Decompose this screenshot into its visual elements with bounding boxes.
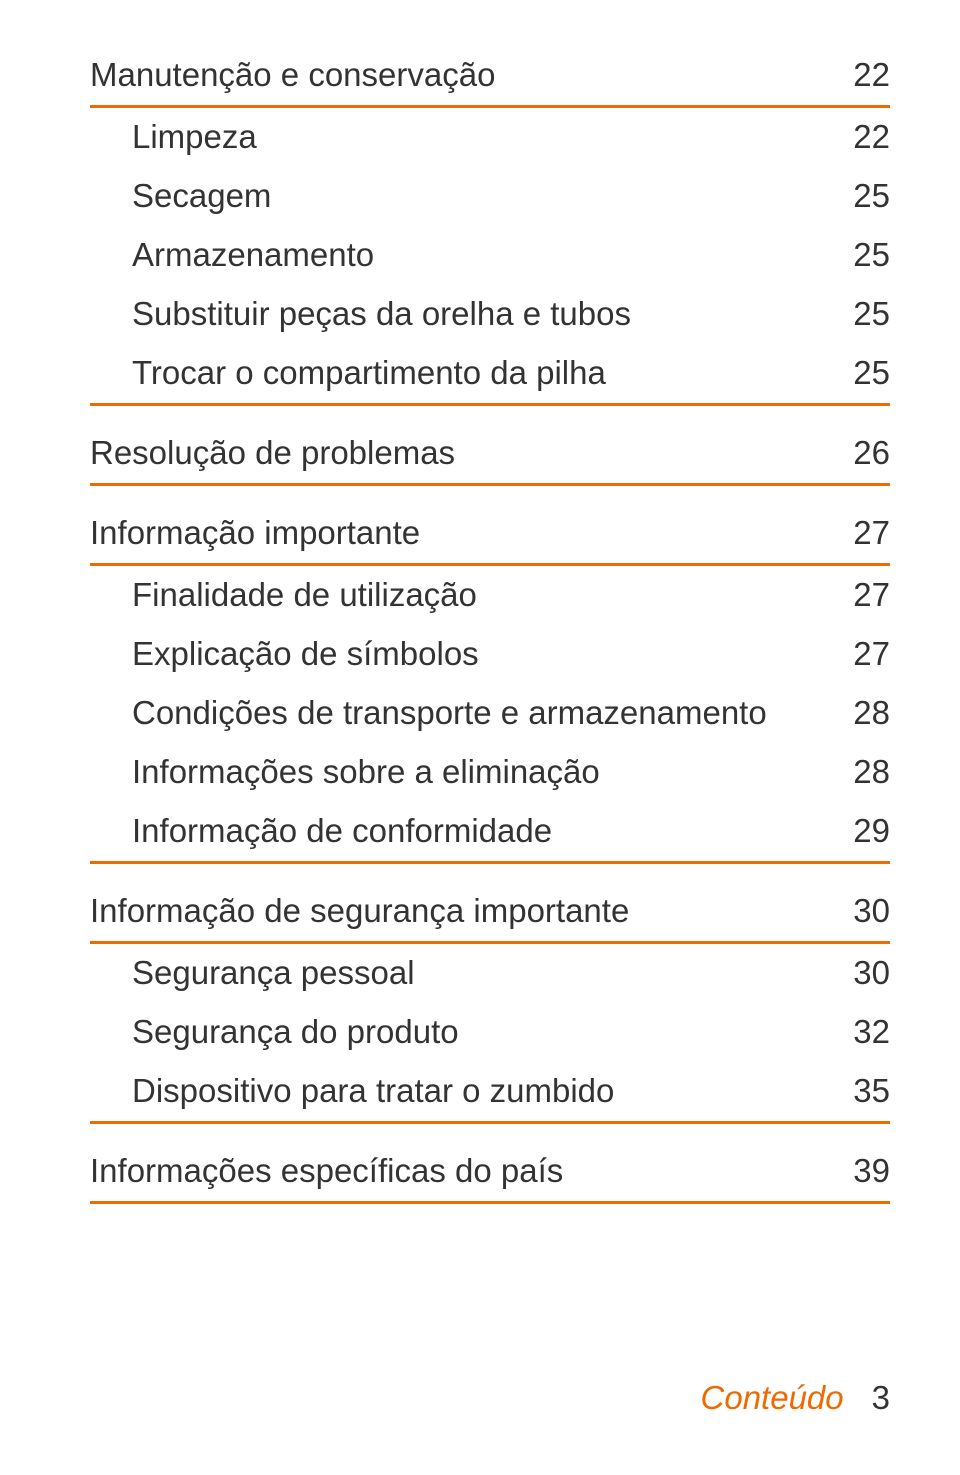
toc-section-head: Informação de segurança importante 30	[90, 882, 890, 944]
toc-sub-label: Armazenamento	[132, 238, 830, 271]
toc-section-head: Informação importante 27	[90, 504, 890, 566]
toc-sub-label: Informação de conformidade	[132, 814, 830, 847]
toc-sub-page: 35	[830, 1074, 890, 1107]
toc-sub-row: Informações sobre a eliminação 28	[90, 743, 890, 802]
toc-page: Manutenção e conservação 22 Limpeza 22 S…	[0, 0, 960, 1475]
toc-sub-row: Condições de transporte e armazenamento …	[90, 684, 890, 743]
toc-section-page: 30	[830, 894, 890, 927]
toc-section-page: 22	[830, 58, 890, 91]
toc-sub-page: 32	[830, 1015, 890, 1048]
toc-section-title: Informação importante	[90, 516, 830, 549]
toc-sub-row: Informação de conformidade 29	[90, 802, 890, 864]
toc-sub-label: Dispositivo para tratar o zumbido	[132, 1074, 830, 1107]
toc-sub-label: Segurança pessoal	[132, 956, 830, 989]
toc-sub-row: Segurança pessoal 30	[90, 944, 890, 1003]
toc-sub-page: 30	[830, 956, 890, 989]
toc-sub-label: Finalidade de utilização	[132, 578, 830, 611]
toc-section-title: Resolução de problemas	[90, 436, 830, 469]
toc-sub-page: 25	[830, 356, 890, 389]
toc-sub-label: Substituir peças da orelha e tubos	[132, 297, 830, 330]
toc-sub-row: Finalidade de utilização 27	[90, 566, 890, 625]
toc-section-head: Informações específicas do país 39	[90, 1142, 890, 1204]
footer-label: Conteúdo	[701, 1379, 844, 1417]
toc-section-title: Manutenção e conservação	[90, 58, 830, 91]
toc-sub-page: 28	[830, 755, 890, 788]
toc-sub-row: Substituir peças da orelha e tubos 25	[90, 285, 890, 344]
footer-page-number: 3	[872, 1379, 890, 1417]
toc-sub-page: 25	[830, 179, 890, 212]
toc-sub-row: Dispositivo para tratar o zumbido 35	[90, 1062, 890, 1124]
toc-sub-page: 25	[830, 238, 890, 271]
toc-section-head: Manutenção e conservação 22	[90, 46, 890, 108]
toc-sub-page: 29	[830, 814, 890, 847]
toc-sub-page: 28	[830, 696, 890, 729]
toc-sub-label: Condições de transporte e armazenamento	[132, 696, 830, 729]
toc-section-page: 39	[830, 1154, 890, 1187]
toc-sub-row: Armazenamento 25	[90, 226, 890, 285]
toc-sub-label: Secagem	[132, 179, 830, 212]
toc-sub-page: 22	[830, 120, 890, 153]
toc-sub-row: Limpeza 22	[90, 108, 890, 167]
toc-section-head: Resolução de problemas 26	[90, 424, 890, 486]
toc-section-page: 27	[830, 516, 890, 549]
toc-sub-row: Explicação de símbolos 27	[90, 625, 890, 684]
toc-sub-row: Trocar o compartimento da pilha 25	[90, 344, 890, 406]
toc-sub-label: Explicação de símbolos	[132, 637, 830, 670]
toc-sub-label: Informações sobre a eliminação	[132, 755, 830, 788]
toc-section-page: 26	[830, 436, 890, 469]
toc-sub-label: Trocar o compartimento da pilha	[132, 356, 830, 389]
page-footer: Conteúdo 3	[701, 1379, 890, 1417]
toc-sub-page: 27	[830, 578, 890, 611]
toc-sub-page: 27	[830, 637, 890, 670]
toc-sub-row: Segurança do produto 32	[90, 1003, 890, 1062]
toc-sub-row: Secagem 25	[90, 167, 890, 226]
toc-sub-page: 25	[830, 297, 890, 330]
toc-sub-label: Limpeza	[132, 120, 830, 153]
toc-section-title: Informações específicas do país	[90, 1154, 830, 1187]
toc-section-title: Informação de segurança importante	[90, 894, 830, 927]
toc-sub-label: Segurança do produto	[132, 1015, 830, 1048]
